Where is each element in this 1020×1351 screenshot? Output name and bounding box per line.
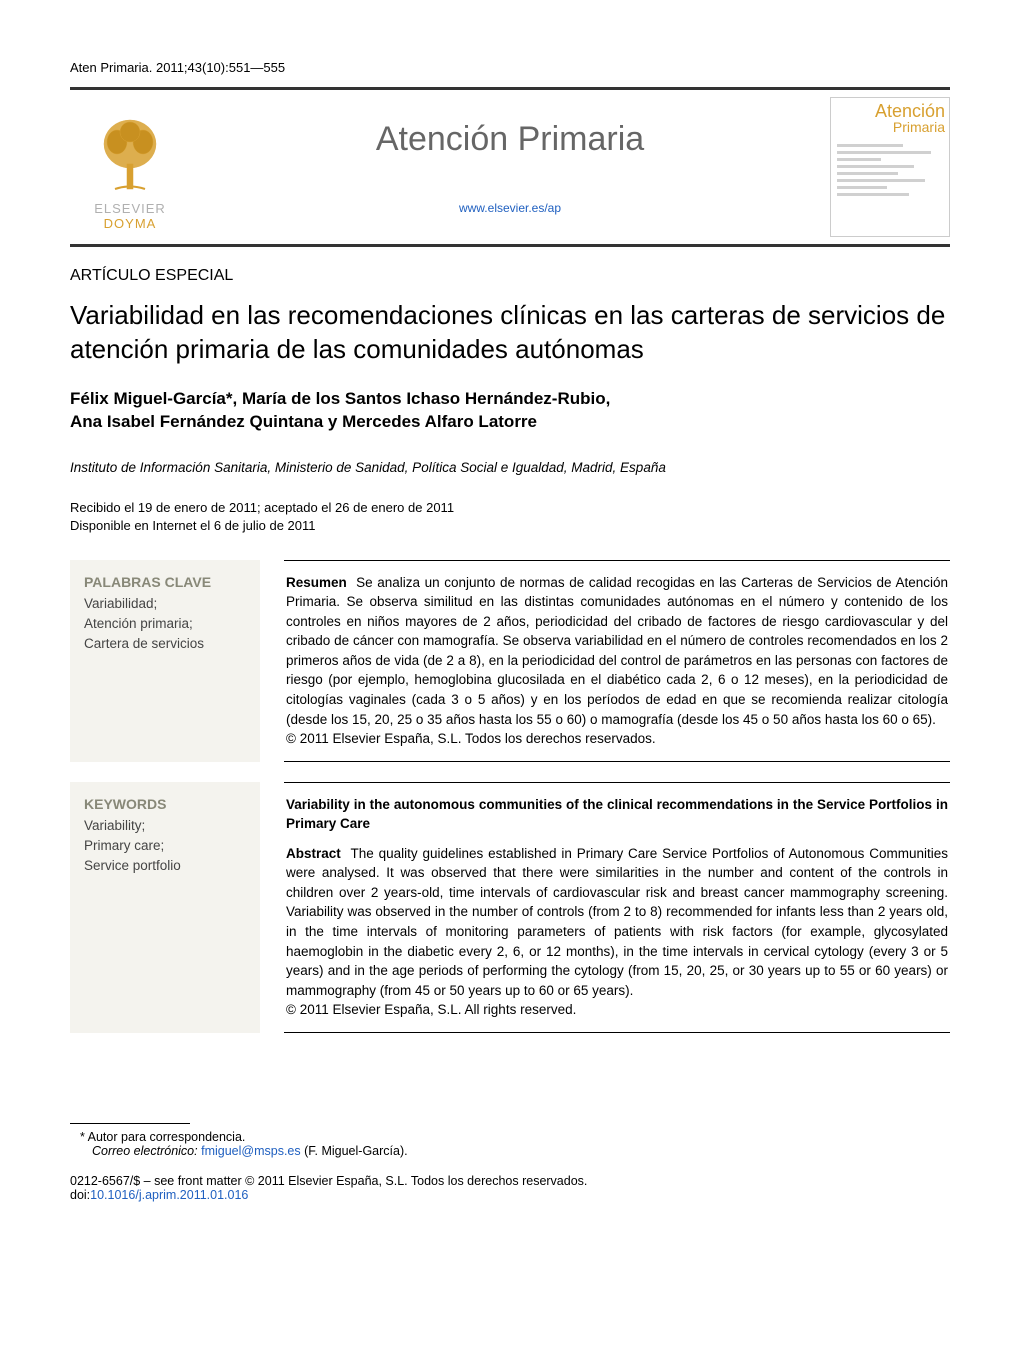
cover-word-2: Primaria [893, 119, 945, 135]
doi-link[interactable]: 10.1016/j.aprim.2011.01.016 [90, 1188, 248, 1202]
publisher-logo: ELSEVIER DOYMA [70, 97, 190, 237]
abstract-en-copyright: © 2011 Elsevier España, S.L. All rights … [286, 1002, 576, 1017]
keyword-es-2: Atención primaria; [84, 616, 193, 631]
abstract-es-copyright: © 2011 Elsevier España, S.L. Todos los d… [286, 731, 656, 746]
author-list: Félix Miguel-García*, María de los Santo… [70, 387, 950, 435]
keywords-es-heading: PALABRAS CLAVE [84, 574, 246, 590]
abstract-es-lead: Resumen [286, 575, 347, 590]
corresponding-author-note: * Autor para correspondencia. [80, 1130, 950, 1144]
elsevier-tree-icon [95, 114, 165, 194]
corresponding-email-link[interactable]: fmiguel@msps.es [201, 1144, 301, 1158]
abstract-en-block: KEYWORDS Variability; Primary care; Serv… [70, 782, 950, 1033]
doi-label: doi: [70, 1188, 90, 1202]
keywords-es-box: PALABRAS CLAVE Variabilidad; Atención pr… [70, 560, 260, 762]
article-history: Recibido el 19 de enero de 2011; aceptad… [70, 499, 950, 535]
keywords-en-box: KEYWORDS Variability; Primary care; Serv… [70, 782, 260, 1033]
online-date: Disponible en Internet el 6 de julio de … [70, 518, 316, 533]
journal-cover-thumbnail: Atención Primaria [830, 97, 950, 237]
authors-line-1: Félix Miguel-García*, María de los Santo… [70, 389, 610, 408]
abstract-en-lead: Abstract [286, 846, 341, 861]
keyword-es-1: Variabilidad; [84, 596, 157, 611]
publisher-name-bottom: DOYMA [94, 217, 166, 231]
running-head-citation: Aten Primaria. 2011;43(10):551—555 [70, 60, 950, 75]
publisher-name-top: ELSEVIER [94, 202, 166, 216]
issn-copyright-line: 0212-6567/$ – see front matter © 2011 El… [70, 1174, 950, 1188]
author-affiliation: Instituto de Información Sanitaria, Mini… [70, 460, 950, 475]
article-type-label: ARTÍCULO ESPECIAL [70, 267, 950, 285]
keywords-en-heading: KEYWORDS [84, 796, 246, 812]
abstract-en-title: Variability in the autonomous communitie… [286, 795, 948, 834]
journal-url-link[interactable]: www.elsevier.es/ap [459, 201, 561, 215]
email-author-paren: (F. Miguel-García). [304, 1144, 408, 1158]
abstract-en-body: The quality guidelines established in Pr… [286, 846, 948, 998]
cover-placeholder-lines [835, 144, 945, 196]
journal-header: ELSEVIER DOYMA Atención Primaria www.els… [70, 87, 950, 247]
keyword-en-1: Variability; [84, 818, 145, 833]
keyword-en-2: Primary care; [84, 838, 164, 853]
abstract-en-text: Variability in the autonomous communitie… [284, 782, 950, 1033]
authors-line-2: Ana Isabel Fernández Quintana y Mercedes… [70, 412, 537, 431]
received-accepted-date: Recibido el 19 de enero de 2011; aceptad… [70, 500, 454, 515]
keyword-es-3: Cartera de servicios [84, 636, 204, 651]
footnote-rule [70, 1123, 190, 1124]
email-label: Correo electrónico: [92, 1144, 198, 1158]
abstract-es-block: PALABRAS CLAVE Variabilidad; Atención pr… [70, 560, 950, 762]
page-footer: * Autor para correspondencia. Correo ele… [70, 1123, 950, 1202]
journal-title: Atención Primaria [190, 120, 830, 159]
abstract-es-body: Se analiza un conjunto de normas de cali… [286, 575, 948, 727]
abstract-es-text: Resumen Se analiza un conjunto de normas… [284, 560, 950, 762]
keyword-en-3: Service portfolio [84, 858, 181, 873]
cover-word-1: Atención [875, 101, 945, 121]
article-title: Variabilidad en las recomendaciones clín… [70, 299, 950, 367]
